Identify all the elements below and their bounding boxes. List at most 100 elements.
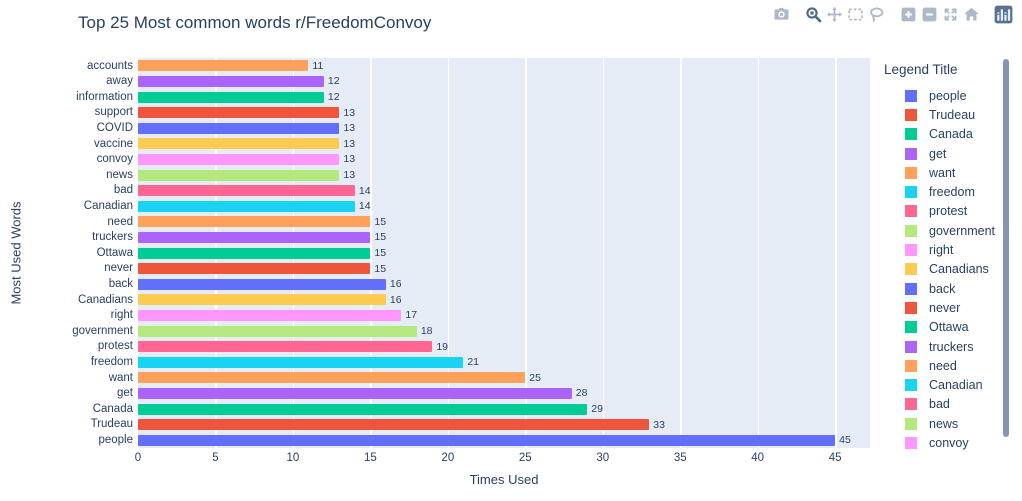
bar-canada[interactable]: [138, 403, 588, 415]
bar-government[interactable]: [138, 325, 417, 337]
y-category-label-back: back: [108, 277, 133, 290]
legend-item-label: get: [929, 146, 947, 161]
legend-scrollbar[interactable]: [1003, 59, 1009, 437]
bar-canadian[interactable]: [138, 200, 355, 212]
bar-protest[interactable]: [138, 341, 433, 353]
legend-item-right[interactable]: right: [884, 240, 1014, 259]
legend-item-protest[interactable]: protest: [884, 202, 1014, 221]
legend-item-bad[interactable]: bad: [884, 395, 1014, 414]
y-category-label-accounts: accounts: [86, 59, 133, 72]
legend-item-convoy[interactable]: convoy: [884, 433, 1014, 452]
bar-canadians[interactable]: [138, 294, 386, 306]
bar-freedom[interactable]: [138, 356, 464, 368]
bar-away[interactable]: [138, 75, 324, 87]
legend-item-label: never: [929, 300, 961, 315]
bar-want[interactable]: [138, 372, 526, 384]
bar-accounts[interactable]: [138, 60, 309, 72]
bar-value-label: 13: [343, 106, 356, 119]
bar-get[interactable]: [138, 387, 572, 399]
bar-vaccine[interactable]: [138, 138, 340, 150]
y-category-label-people: people: [98, 433, 133, 446]
reset-home-icon[interactable]: [961, 4, 982, 25]
legend-item-freedom[interactable]: freedom: [884, 182, 1014, 201]
legend-item-label: back: [929, 281, 956, 296]
bar-support[interactable]: [138, 107, 340, 119]
bar-value-label: 28: [575, 387, 588, 400]
legend-swatch: [905, 263, 917, 276]
autoscale-icon[interactable]: [940, 4, 961, 25]
bar-value-label: 12: [327, 75, 340, 88]
y-category-label-get: get: [117, 387, 133, 400]
zoom-in-icon[interactable]: [898, 4, 919, 25]
legend-item-never[interactable]: never: [884, 298, 1014, 317]
y-category-label-bad: bad: [113, 184, 133, 197]
legend-item-want[interactable]: want: [884, 163, 1014, 182]
modebar: [760, 4, 1014, 25]
x-tick-label: 40: [751, 452, 765, 464]
bar-ottawa[interactable]: [138, 247, 371, 259]
lasso-select-icon[interactable]: [866, 4, 887, 25]
bar-right[interactable]: [138, 309, 402, 321]
y-category-label-ottawa: Ottawa: [96, 246, 133, 259]
legend-item-label: people: [929, 88, 967, 103]
legend-item-canada[interactable]: Canada: [884, 125, 1014, 144]
gridline: [757, 58, 760, 448]
legend-swatch: [905, 436, 917, 449]
bar-convoy[interactable]: [138, 153, 340, 165]
plot-area[interactable]: 11 12 12 13 13 13 13 13 14 14 15 15 15 15 16 16 17 18 19 21…: [138, 58, 870, 448]
gridline: [602, 58, 605, 448]
legend-item-get[interactable]: get: [884, 144, 1014, 163]
zoom-out-icon[interactable]: [919, 4, 940, 25]
legend-item-back[interactable]: back: [884, 279, 1014, 298]
box-select-icon[interactable]: [845, 4, 866, 25]
bar-value-label: 13: [343, 169, 356, 181]
bar-bad[interactable]: [138, 185, 355, 197]
legend-item-government[interactable]: government: [884, 221, 1014, 240]
bar-value-label: 15: [374, 262, 387, 275]
y-category-label-canada: Canada: [92, 402, 133, 415]
legend-item-canadian[interactable]: Canadian: [884, 375, 1014, 394]
legend-swatch: [905, 417, 917, 430]
bar-trudeau[interactable]: [138, 419, 650, 431]
bar-need[interactable]: [138, 216, 371, 228]
bar-information[interactable]: [138, 91, 324, 103]
legend-item-trudeau[interactable]: Trudeau: [884, 105, 1014, 124]
legend-item-canadians[interactable]: Canadians: [884, 260, 1014, 279]
legend-item-truckers[interactable]: truckers: [884, 337, 1014, 356]
legend-swatch: [905, 166, 917, 179]
legend-item-people[interactable]: people: [884, 86, 1014, 105]
camera-icon[interactable]: [771, 4, 792, 25]
bar-truckers[interactable]: [138, 231, 371, 243]
legend-item-need[interactable]: need: [884, 356, 1014, 375]
y-category-label-information: information: [76, 90, 133, 103]
x-tick-label: 45: [828, 452, 842, 464]
legend-item-label: want: [929, 165, 956, 180]
legend-swatch: [905, 147, 917, 160]
bar-value-label: 18: [420, 325, 433, 337]
bar-news[interactable]: [138, 169, 340, 181]
legend-item-news[interactable]: news: [884, 414, 1014, 433]
y-category-label-news: news: [106, 168, 133, 181]
bar-value-label: 21: [467, 356, 480, 369]
modebar-group-zoom: [898, 4, 982, 25]
modebar-group-logo: [993, 4, 1014, 25]
legend-swatch: [905, 379, 917, 392]
bar-never[interactable]: [138, 263, 371, 275]
legend-item-label: Canada: [929, 127, 973, 142]
bar-value-label: 11: [312, 59, 324, 72]
legend-swatch: [905, 340, 917, 353]
bar-covid[interactable]: [138, 122, 340, 134]
bar-back[interactable]: [138, 278, 386, 290]
y-category-label-need: need: [107, 215, 133, 228]
x-tick-label: 25: [518, 452, 532, 464]
legend-item-label: Canadian: [929, 378, 983, 393]
bar-value-label: 16: [389, 293, 402, 306]
zoom-icon[interactable]: [803, 4, 824, 25]
legend-item-ottawa[interactable]: Ottawa: [884, 318, 1014, 337]
bar-value-label: 13: [343, 122, 356, 135]
plotly-logo-icon[interactable]: [993, 4, 1014, 25]
x-axis-title: Times Used: [469, 472, 539, 487]
bar-people[interactable]: [138, 434, 836, 446]
pan-icon[interactable]: [824, 4, 845, 25]
gridline: [680, 58, 682, 448]
